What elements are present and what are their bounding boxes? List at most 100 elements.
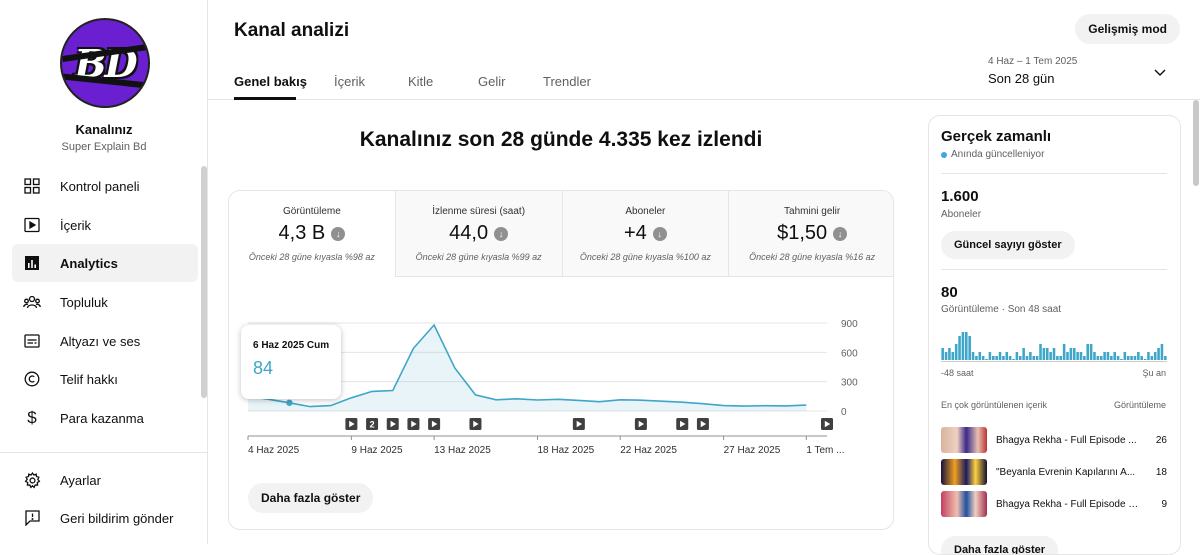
realtime-bar[interactable]: [1164, 356, 1167, 360]
realtime-bar[interactable]: [1153, 352, 1157, 360]
realtime-bar[interactable]: [1076, 352, 1079, 360]
realtime-bar[interactable]: [968, 336, 971, 360]
show-current-count-button[interactable]: Güncel sayıyı göster: [941, 231, 1075, 259]
realtime-bar[interactable]: [1072, 348, 1076, 360]
views-chart[interactable]: 0 300 600 900 2 4 Haz 2025 9 Haz 2025 13 Haz 20…: [229, 277, 894, 467]
show-more-button[interactable]: Daha fazla göster: [248, 483, 374, 513]
realtime-bar[interactable]: [1059, 356, 1063, 360]
realtime-bar[interactable]: [1086, 344, 1090, 360]
realtime-bar[interactable]: [1045, 348, 1049, 360]
sidebar-item-monetization[interactable]: $ Para kazanma: [12, 399, 198, 437]
realtime-bar[interactable]: [1089, 344, 1093, 360]
sidebar-item-copyright[interactable]: Telif hakkı: [12, 360, 198, 398]
realtime-bar[interactable]: [1113, 352, 1116, 360]
realtime-bar[interactable]: [1005, 352, 1009, 360]
realtime-bar[interactable]: [1022, 348, 1025, 360]
realtime-bar[interactable]: [1130, 356, 1133, 360]
sidebar-item-community[interactable]: Topluluk: [12, 283, 198, 321]
realtime-bar[interactable]: [1126, 356, 1130, 360]
realtime-bar[interactable]: [975, 356, 978, 360]
realtime-bar[interactable]: [1147, 352, 1150, 360]
realtime-bar[interactable]: [1160, 344, 1164, 360]
realtime-bar[interactable]: [981, 356, 985, 360]
realtime-bar[interactable]: [1110, 356, 1113, 360]
realtime-bar[interactable]: [1015, 352, 1019, 360]
sidebar-item-content[interactable]: İçerik: [12, 206, 198, 244]
realtime-bar[interactable]: [1143, 359, 1147, 360]
sidebar-item-analytics[interactable]: Analytics: [12, 244, 198, 282]
metric-views[interactable]: Görüntüleme 4,3 B ↓ Önceki 28 güne kıyasl…: [229, 191, 395, 277]
realtime-bar[interactable]: [971, 352, 975, 360]
realtime-bar[interactable]: [1099, 356, 1103, 360]
realtime-bar[interactable]: [1052, 348, 1056, 360]
realtime-bar[interactable]: [1096, 356, 1100, 360]
realtime-bar[interactable]: [1012, 359, 1015, 360]
main-scrollbar[interactable]: [1193, 100, 1199, 186]
realtime-see-more-button[interactable]: Daha fazla göster: [941, 536, 1059, 554]
realtime-bar[interactable]: [1079, 352, 1083, 360]
realtime-bar[interactable]: [1062, 344, 1066, 360]
metric-revenue[interactable]: Tahmini gelir $1,50 ↓ Önceki 28 güne kıya…: [728, 191, 893, 277]
realtime-bar[interactable]: [1137, 352, 1140, 360]
realtime-bar[interactable]: [1032, 356, 1036, 360]
realtime-bar[interactable]: [1116, 356, 1120, 360]
realtime-bar[interactable]: [1093, 352, 1096, 360]
sidebar-scrollbar[interactable]: [201, 166, 207, 398]
realtime-bar[interactable]: [1049, 352, 1052, 360]
metric-subscribers[interactable]: Aboneler +4 ↓ Önceki 28 güne kıyasla %100…: [561, 191, 729, 277]
channel-name[interactable]: Super Explain Bd: [61, 141, 147, 153]
realtime-bar[interactable]: [965, 332, 968, 360]
realtime-bar[interactable]: [1002, 356, 1005, 360]
date-range[interactable]: 4 Haz – 1 Tem 2025: [988, 56, 1078, 67]
realtime-bar[interactable]: [992, 356, 995, 360]
tab-revenue[interactable]: Gelir: [478, 74, 506, 89]
tab-content[interactable]: İçerik: [334, 74, 366, 89]
tab-audience[interactable]: Kitle: [408, 74, 434, 89]
realtime-bar[interactable]: [1083, 356, 1086, 360]
tab-overview[interactable]: Genel bakış: [234, 74, 307, 89]
tab-trends[interactable]: Trendler: [543, 74, 591, 89]
realtime-bar[interactable]: [1039, 344, 1042, 360]
realtime-bar[interactable]: [978, 352, 982, 360]
realtime-bar[interactable]: [1106, 352, 1110, 360]
realtime-bar[interactable]: [995, 356, 998, 360]
realtime-bar[interactable]: [1008, 356, 1012, 360]
realtime-bar[interactable]: [985, 359, 988, 360]
metric-watch-time[interactable]: İzlenme süresi (saat) 44,0 ↓ Önceki 28 gü…: [394, 191, 562, 277]
realtime-bar-chart[interactable]: [941, 326, 1167, 360]
sidebar-item-subtitles[interactable]: Altyazı ve ses: [12, 322, 198, 360]
sidebar-item-dashboard[interactable]: Kontrol paneli: [12, 167, 198, 205]
sidebar-item-feedback[interactable]: Geri bildirim gönder: [12, 499, 198, 537]
realtime-bar[interactable]: [1056, 356, 1059, 360]
realtime-bar[interactable]: [944, 352, 948, 360]
realtime-bar[interactable]: [1025, 356, 1029, 360]
top-video-row[interactable]: Bhagya Rekha - Full Episode 1... 9: [941, 491, 1167, 517]
realtime-bar[interactable]: [1140, 356, 1143, 360]
realtime-bar[interactable]: [1042, 348, 1046, 360]
advanced-mode-button[interactable]: Gelişmiş mod: [1075, 14, 1180, 44]
realtime-bar[interactable]: [988, 352, 992, 360]
realtime-bar[interactable]: [998, 352, 1002, 360]
realtime-bar[interactable]: [951, 352, 955, 360]
top-video-row[interactable]: Bhagya Rekha - Full Episode ... 26: [941, 427, 1167, 453]
realtime-bar[interactable]: [1133, 356, 1137, 360]
realtime-bar[interactable]: [1018, 356, 1022, 360]
realtime-bar[interactable]: [954, 344, 958, 360]
realtime-bar[interactable]: [1123, 352, 1127, 360]
realtime-bar[interactable]: [1035, 356, 1039, 360]
video-marker[interactable]: [366, 418, 379, 430]
realtime-bar[interactable]: [1029, 352, 1032, 360]
sidebar-item-settings[interactable]: Ayarlar: [12, 461, 198, 499]
realtime-bar[interactable]: [941, 348, 944, 360]
realtime-bar[interactable]: [958, 336, 961, 360]
realtime-bar[interactable]: [961, 332, 965, 360]
chevron-down-icon[interactable]: [1154, 64, 1166, 82]
realtime-bar[interactable]: [1157, 348, 1160, 360]
realtime-bar[interactable]: [1066, 352, 1069, 360]
realtime-bar[interactable]: [1120, 359, 1123, 360]
realtime-bar[interactable]: [1150, 356, 1154, 360]
realtime-bar[interactable]: [948, 348, 951, 360]
date-period-label[interactable]: Son 28 gün: [988, 71, 1055, 86]
realtime-bar[interactable]: [1069, 348, 1073, 360]
avatar[interactable]: BD: [60, 18, 150, 108]
